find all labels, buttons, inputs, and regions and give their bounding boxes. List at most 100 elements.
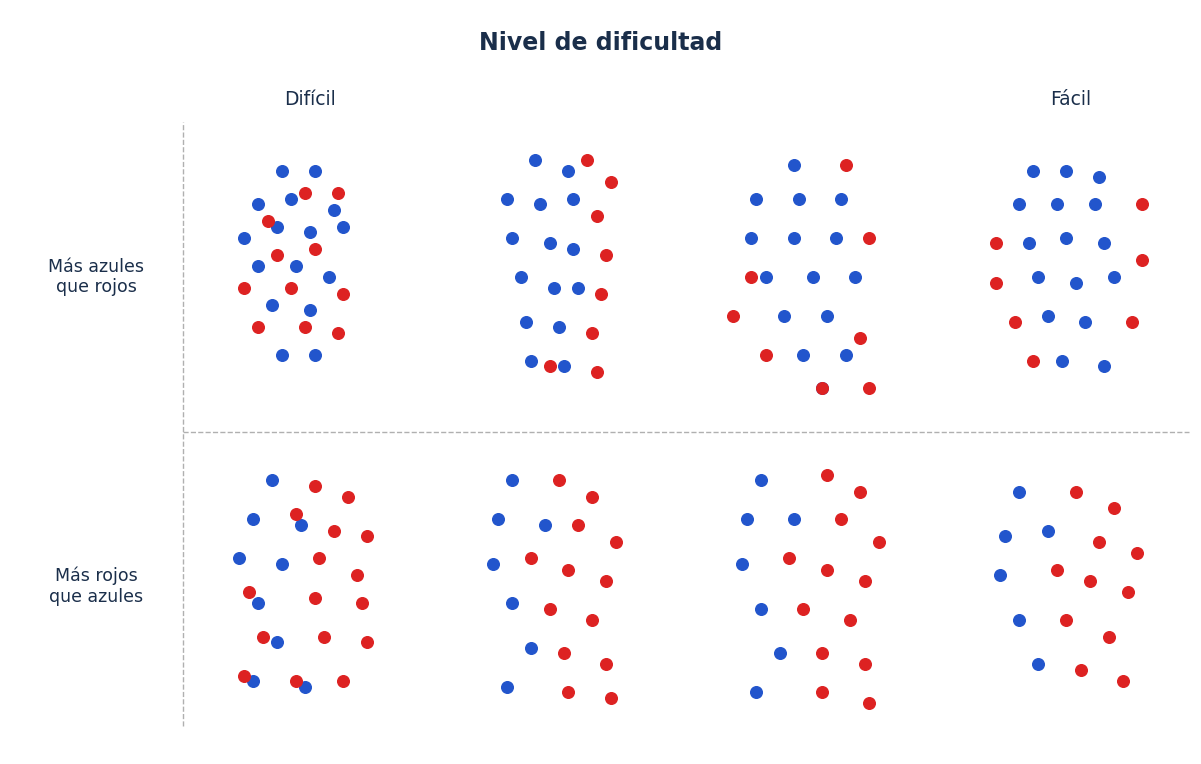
Point <box>234 231 253 244</box>
Point <box>310 552 329 565</box>
Point <box>531 199 550 211</box>
Point <box>1104 502 1123 514</box>
Point <box>1057 613 1076 626</box>
Point <box>1028 659 1047 671</box>
Point <box>295 321 315 333</box>
Point <box>1076 316 1095 328</box>
Point <box>597 575 616 587</box>
Point <box>521 642 540 654</box>
Point <box>733 558 752 570</box>
Point <box>244 513 263 526</box>
Point <box>540 238 560 250</box>
Point <box>249 260 268 272</box>
Point <box>831 513 850 526</box>
Point <box>855 575 874 587</box>
Point <box>488 513 507 526</box>
Point <box>268 221 287 233</box>
Point <box>826 231 846 244</box>
Point <box>602 176 621 188</box>
Point <box>545 282 564 294</box>
Point <box>329 327 348 339</box>
Point <box>1094 360 1113 372</box>
Point <box>1066 485 1086 497</box>
Point <box>850 332 870 345</box>
Point <box>554 647 573 659</box>
Point <box>723 310 742 322</box>
Point <box>813 382 832 394</box>
Point <box>587 209 607 222</box>
Point <box>1066 277 1086 289</box>
Point <box>836 349 855 361</box>
Point <box>794 349 813 361</box>
Point <box>263 299 282 311</box>
Point <box>540 360 560 372</box>
Point <box>1099 630 1118 643</box>
Point <box>1113 675 1133 688</box>
Point <box>1038 310 1057 322</box>
Point <box>770 647 789 659</box>
Point <box>549 474 568 487</box>
Point <box>512 271 531 283</box>
Point <box>568 282 587 294</box>
Point <box>315 630 334 643</box>
Point <box>1028 271 1047 283</box>
Point <box>1010 199 1029 211</box>
Point <box>592 287 611 299</box>
Point <box>319 271 339 283</box>
Point <box>602 692 621 704</box>
Point <box>263 474 282 487</box>
Point <box>1089 536 1109 548</box>
Point <box>295 187 315 199</box>
Point <box>755 271 775 283</box>
Point <box>291 519 310 531</box>
Point <box>742 271 761 283</box>
Point <box>536 519 555 531</box>
Point <box>324 524 343 536</box>
Point <box>578 154 597 166</box>
Point <box>305 349 324 361</box>
Point <box>516 316 536 328</box>
Point <box>1057 165 1076 177</box>
Point <box>502 231 521 244</box>
Point <box>483 558 502 570</box>
Point <box>334 221 353 233</box>
Point <box>239 586 258 598</box>
Point <box>249 597 268 609</box>
Point <box>549 321 568 333</box>
Point <box>860 698 879 710</box>
Point <box>597 248 616 261</box>
Point <box>582 491 602 503</box>
Point <box>996 530 1015 542</box>
Point <box>1133 199 1152 211</box>
Point <box>850 485 870 497</box>
Point <box>1128 547 1147 559</box>
Point <box>339 491 358 503</box>
Point <box>249 321 268 333</box>
Point <box>855 659 874 671</box>
Point <box>244 675 263 688</box>
Point <box>1010 485 1029 497</box>
Point <box>347 569 366 581</box>
Point <box>1086 199 1105 211</box>
Point <box>563 243 582 255</box>
Point <box>1047 199 1066 211</box>
Point <box>794 603 813 615</box>
Point <box>1023 354 1042 367</box>
Point <box>1052 354 1071 367</box>
Point <box>329 187 348 199</box>
Point <box>234 282 253 294</box>
Point <box>582 327 602 339</box>
Point <box>281 193 300 205</box>
Point <box>497 193 516 205</box>
Point <box>273 165 292 177</box>
Point <box>775 310 794 322</box>
Point <box>253 630 273 643</box>
Point <box>779 552 799 565</box>
Point <box>502 474 521 487</box>
Point <box>817 468 836 481</box>
Point <box>1104 271 1123 283</box>
Point <box>789 193 808 205</box>
Text: Fácil: Fácil <box>1051 90 1092 108</box>
Point <box>286 260 305 272</box>
Point <box>813 647 832 659</box>
